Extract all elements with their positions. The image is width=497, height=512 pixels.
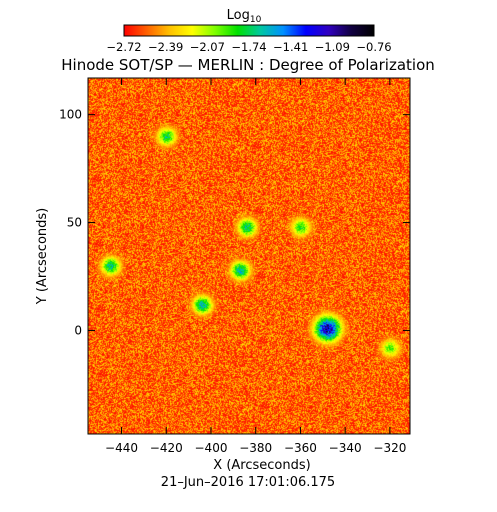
y-tick-label: 50 bbox=[67, 216, 82, 230]
x-tick-label: −380 bbox=[239, 441, 272, 455]
plot-frame bbox=[87, 77, 411, 435]
y-tick-label: 0 bbox=[74, 323, 82, 337]
colorbar-tick-labels: −2.72 −2.39 −2.07 −1.74 −1.41 −1.09 −0.76 bbox=[106, 40, 391, 54]
x-axis: −440 −420 −400 −380 −360 −340 −320 bbox=[105, 78, 406, 455]
colorbar bbox=[123, 24, 375, 37]
x-tick-label: −440 bbox=[105, 441, 138, 455]
x-tick-label: −420 bbox=[150, 441, 183, 455]
x-tick-label: −340 bbox=[329, 441, 362, 455]
x-axis-label: X (Arcseconds) bbox=[213, 458, 310, 473]
x-tick-label: −360 bbox=[284, 441, 317, 455]
colorbar-tick-label: −1.41 bbox=[273, 40, 308, 54]
y-axis-label: Y (Arcseconds) bbox=[35, 208, 50, 305]
x-tick-label: −400 bbox=[195, 441, 228, 455]
colorbar-tick-label: −2.07 bbox=[190, 40, 225, 54]
colorbar-tick-label: −2.72 bbox=[106, 40, 141, 54]
colorbar-tick-label: −0.76 bbox=[356, 40, 391, 54]
chart-title: Hinode SOT/SP — MERLIN : Degree of Polar… bbox=[61, 56, 435, 74]
colorbar-tick-label: −2.39 bbox=[148, 40, 183, 54]
timestamp: 21–Jun–2016 17:01:06.175 bbox=[161, 475, 335, 490]
colorbar-label: Log10 bbox=[227, 8, 262, 25]
x-tick-label: −320 bbox=[373, 441, 406, 455]
heatmap bbox=[88, 78, 410, 434]
colorbar-tick-label: −1.09 bbox=[315, 40, 350, 54]
colorbar-tick-label: −1.74 bbox=[231, 40, 266, 54]
y-axis: 0 50 100 bbox=[59, 108, 410, 337]
heatmap-container bbox=[88, 78, 410, 434]
y-tick-label: 100 bbox=[59, 108, 82, 122]
